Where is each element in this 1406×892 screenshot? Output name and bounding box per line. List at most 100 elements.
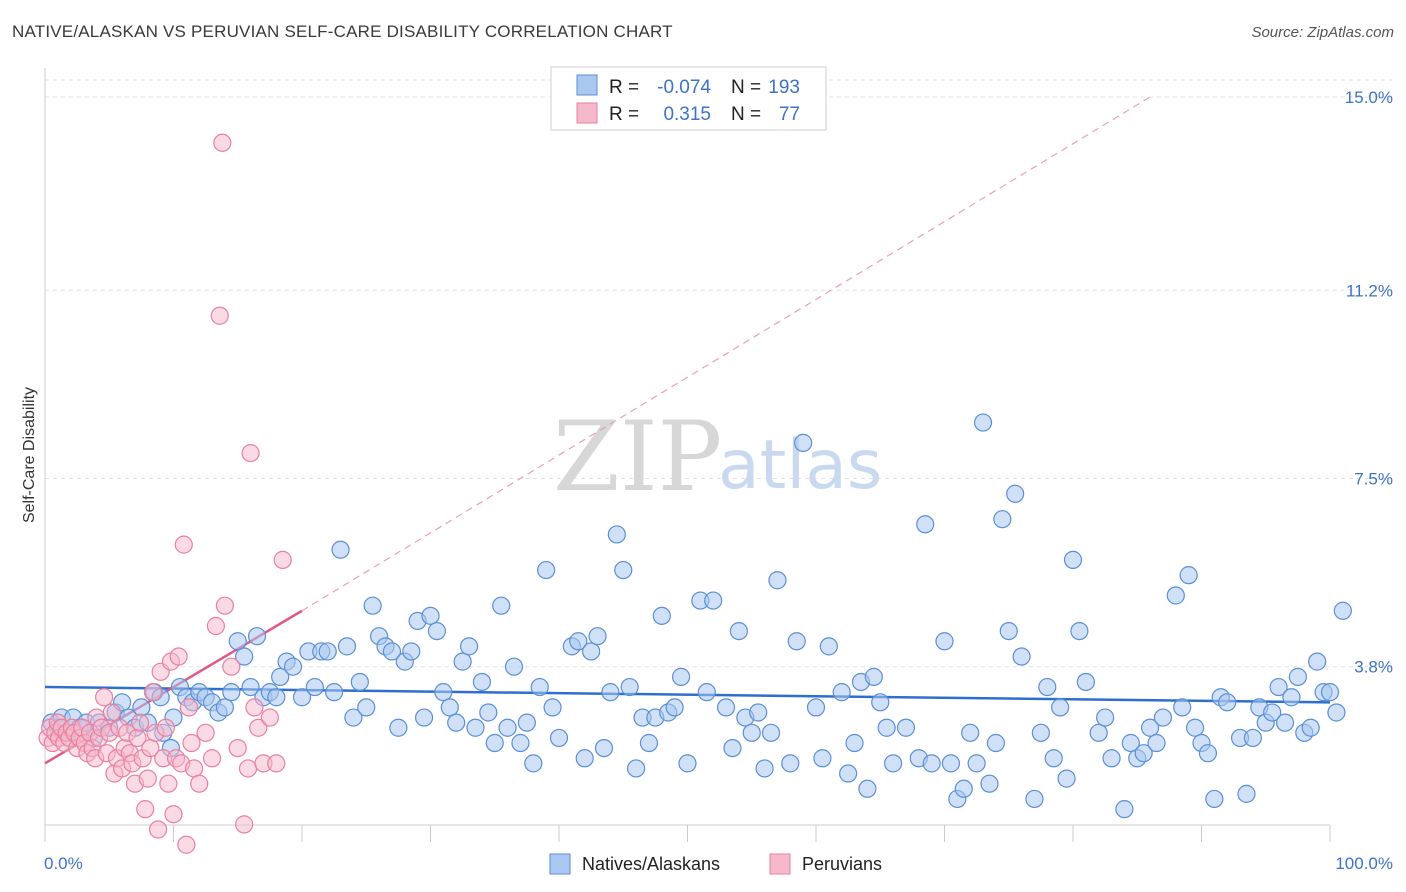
y-tick-label: 15.0%: [1345, 88, 1393, 107]
point-natives: [447, 713, 466, 732]
point-natives: [1333, 601, 1352, 620]
point-natives: [402, 642, 421, 661]
point-natives: [222, 683, 241, 702]
point-peruvians: [136, 800, 155, 819]
point-natives: [215, 698, 234, 717]
point-natives: [1198, 744, 1218, 763]
point-natives: [1044, 749, 1063, 768]
point-natives: [331, 540, 350, 559]
point-natives: [883, 754, 903, 773]
point-natives: [749, 703, 768, 722]
watermark: ZIP atlas: [553, 401, 882, 513]
legend-swatch-blue: [576, 74, 598, 96]
point-peruvians: [164, 805, 183, 824]
point-natives: [839, 764, 858, 783]
point-peruvians: [169, 647, 188, 666]
point-peruvians: [143, 683, 163, 702]
point-natives: [498, 718, 517, 737]
point-natives: [1102, 749, 1121, 768]
point-natives: [1166, 586, 1185, 605]
legend-r-label-blue: R =: [609, 77, 639, 98]
point-natives: [588, 627, 607, 646]
point-natives: [1057, 769, 1076, 788]
point-natives: [1153, 708, 1173, 727]
point-peruvians: [130, 713, 150, 732]
point-natives: [453, 652, 472, 671]
point-natives: [1327, 703, 1346, 722]
point-natives: [877, 718, 896, 737]
point-natives: [485, 733, 504, 753]
point-natives: [916, 515, 935, 534]
watermark-zip: ZIP: [553, 401, 722, 513]
point-natives: [511, 733, 530, 753]
point-natives: [466, 718, 485, 737]
point-natives: [601, 683, 620, 702]
point-peruvians: [260, 708, 279, 727]
chart-title: NATIVE/ALASKAN VS PERUVIAN SELF-CARE DIS…: [12, 22, 673, 41]
point-natives: [1134, 744, 1153, 763]
point-natives: [389, 718, 408, 737]
point-natives: [305, 677, 324, 697]
y-tick-label: 3.8%: [1354, 658, 1393, 677]
point-peruvians: [184, 759, 204, 778]
point-peruvians: [210, 306, 229, 325]
series-label-natives: Natives/Alaskans: [582, 854, 720, 874]
point-natives: [973, 413, 993, 432]
point-natives: [434, 683, 453, 702]
point-natives: [614, 560, 633, 580]
point-peruvians: [138, 769, 157, 788]
point-peruvians: [222, 657, 241, 676]
point-natives: [1012, 647, 1031, 666]
legend-n-label-blue: N =: [731, 77, 761, 98]
point-natives: [871, 693, 890, 712]
point-natives: [1089, 723, 1108, 742]
point-natives: [704, 591, 723, 610]
point-natives: [582, 642, 601, 661]
point-peruvians: [196, 723, 215, 742]
point-natives: [1070, 621, 1089, 641]
point-peruvians: [202, 749, 222, 768]
point-natives: [858, 779, 877, 798]
point-natives: [639, 733, 659, 753]
point-natives: [980, 774, 999, 793]
point-natives: [1205, 789, 1224, 809]
point-natives: [569, 632, 588, 651]
point-natives: [459, 637, 479, 656]
point-peruvians: [174, 535, 193, 554]
point-peruvians: [235, 815, 254, 834]
point-natives: [1076, 672, 1095, 692]
data-points: [38, 133, 1352, 854]
x-tick-label-end: 100.0%: [1335, 854, 1393, 873]
point-natives: [607, 525, 626, 544]
point-natives: [247, 627, 267, 646]
point-natives: [1320, 683, 1340, 702]
point-natives: [524, 754, 543, 773]
point-natives: [292, 688, 312, 707]
point-peruvians: [215, 596, 234, 615]
point-natives: [864, 667, 883, 686]
legend: R = -0.074 N = 193 R = 0.315 N = 77: [550, 66, 827, 131]
point-natives: [961, 723, 980, 742]
series-legend: Natives/Alaskans Peruvians: [549, 853, 882, 875]
point-natives: [1063, 550, 1083, 569]
point-natives: [283, 657, 303, 676]
point-natives: [1243, 728, 1263, 748]
point-natives: [716, 698, 736, 717]
point-natives: [967, 754, 986, 773]
point-peruvians: [249, 718, 268, 737]
point-natives: [575, 749, 594, 768]
point-natives: [543, 698, 562, 717]
series-label-peruvians: Peruvians: [802, 854, 882, 874]
point-natives: [492, 596, 511, 615]
y-tick-label: 7.5%: [1354, 470, 1393, 489]
point-natives: [954, 779, 973, 798]
point-natives: [132, 698, 151, 717]
point-natives: [941, 754, 961, 773]
point-natives: [241, 677, 260, 697]
source-credit: Source: ZipAtlas.com: [1251, 24, 1394, 41]
point-natives: [813, 749, 832, 768]
point-natives: [350, 672, 369, 692]
point-natives: [1051, 698, 1070, 717]
point-natives: [922, 754, 941, 773]
trend-peruvians-extended: [301, 96, 1151, 612]
